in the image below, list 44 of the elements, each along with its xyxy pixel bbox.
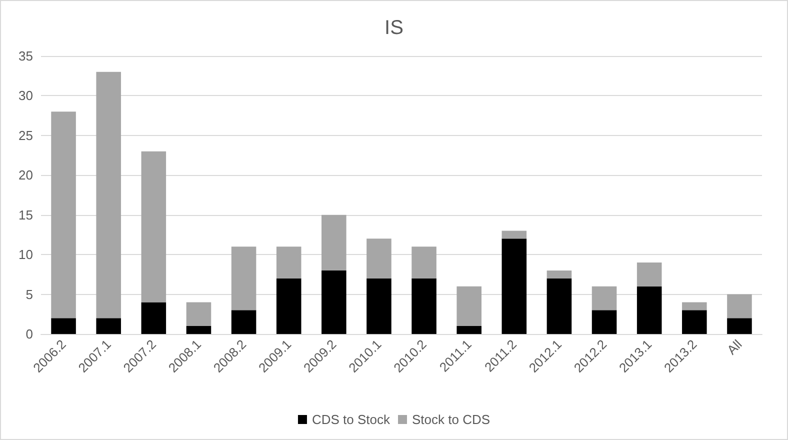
bar [592,310,617,334]
bar [96,72,121,318]
bar [456,286,482,326]
bar [366,278,392,334]
bar [322,214,346,270]
bar [456,326,482,334]
bar [592,286,617,310]
bar [141,302,166,334]
bar [682,310,707,334]
bar [682,302,707,310]
bar [546,278,572,334]
legend-label: CDS to Stock [312,412,390,427]
y-tick-label: 20 [18,168,33,183]
y-tick-label: 15 [18,207,33,222]
bar [412,278,436,334]
bar [231,246,256,310]
x-tick-label: All [724,336,745,358]
bar [502,238,527,334]
bar [322,270,346,334]
bar [96,318,121,334]
bar [186,326,212,334]
y-tick-label: 5 [26,286,33,302]
bar [502,230,527,239]
bar [276,278,302,334]
bar [366,238,392,278]
chart-title: IS [384,17,404,39]
bar [276,246,302,278]
bar [51,112,76,318]
bar [727,294,752,318]
y-tick-label: 30 [18,88,33,104]
bar [231,310,256,334]
bar [546,270,572,278]
y-tick-label: 0 [26,326,33,342]
legend-label: Stock to CDS [412,412,490,427]
bar [186,302,212,326]
y-tick-label: 10 [18,247,33,262]
bar [636,262,662,286]
y-tick-label: 35 [18,48,33,64]
bar [141,151,166,302]
bar [636,286,662,334]
bar [51,318,76,334]
bar [412,246,436,278]
bar [727,318,752,334]
y-tick-label: 25 [18,128,33,143]
